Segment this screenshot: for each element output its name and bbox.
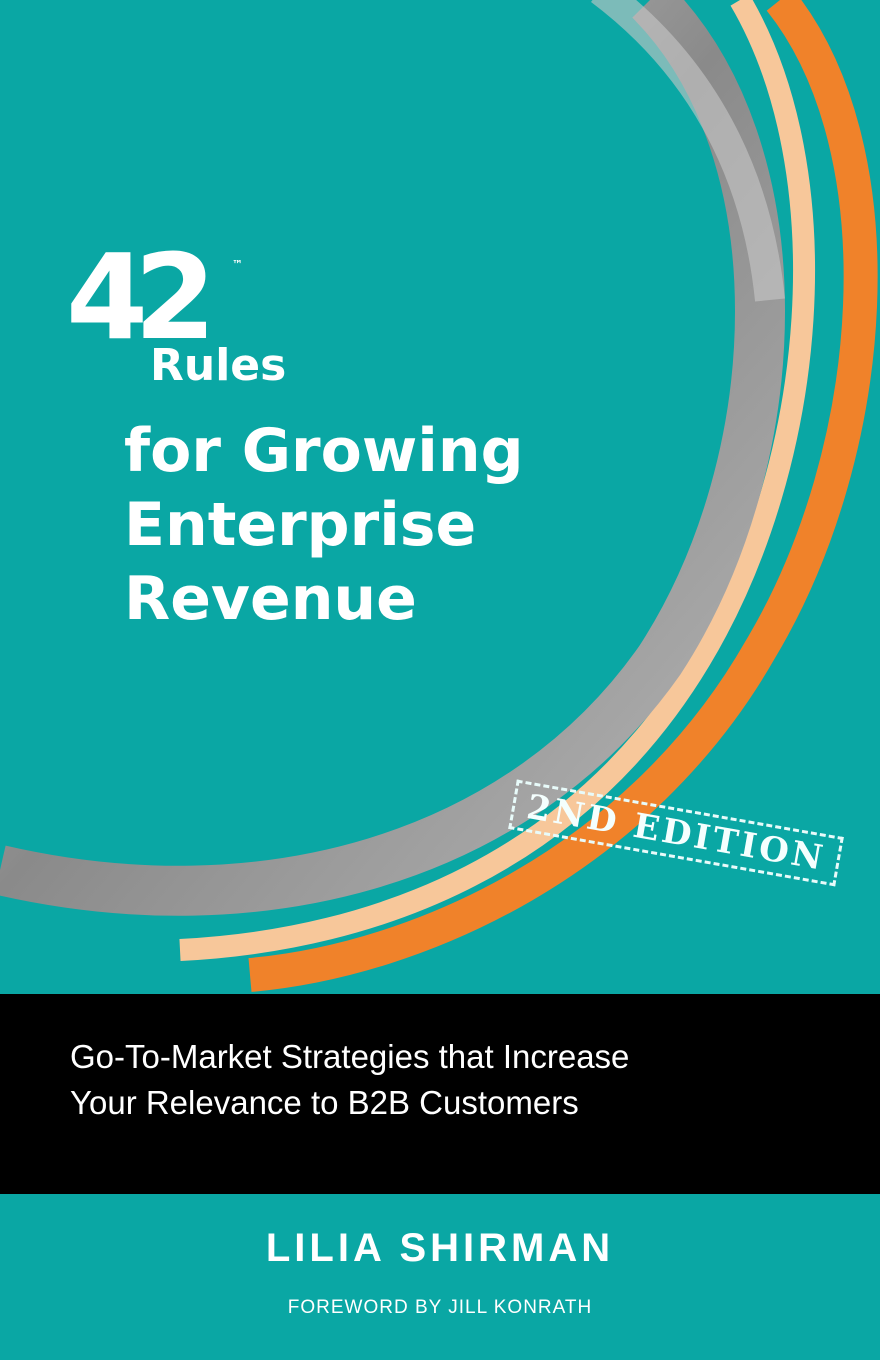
orange-arc [248,0,878,992]
trademark-symbol: ™ [232,258,243,271]
subtitle: Go-To-Market Strategies that Increase Yo… [70,1034,629,1126]
foreword-credit: FOREWORD BY JILL KONRATH [287,1297,593,1318]
series-number: 42 [66,228,216,366]
title-line: Revenue [124,564,417,634]
title-line: Enterprise [124,490,477,560]
author-name: LILIA SHIRMAN [265,1226,615,1270]
title-line: for Growing [124,416,524,486]
series-rules-label: Rules [150,340,287,391]
subtitle-band: Go-To-Market Strategies that Increase Yo… [0,994,880,1194]
subtitle-line: Go-To-Market Strategies that Increase [70,1038,630,1075]
subtitle-line: Your Relevance to B2B Customers [70,1084,579,1121]
gray-arc-top [590,0,785,302]
peach-arc [179,0,815,961]
book-title: for Growing Enterprise Revenue [124,414,524,636]
decorative-swoosh-arcs [0,0,878,992]
